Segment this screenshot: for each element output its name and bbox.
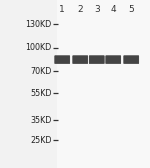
Text: 25KD: 25KD bbox=[30, 136, 52, 145]
FancyBboxPatch shape bbox=[124, 56, 139, 64]
Text: 70KD: 70KD bbox=[30, 67, 52, 76]
Text: 1: 1 bbox=[59, 5, 65, 14]
FancyBboxPatch shape bbox=[73, 56, 88, 64]
FancyBboxPatch shape bbox=[106, 56, 121, 64]
Text: 3: 3 bbox=[94, 5, 100, 14]
Text: 100KD: 100KD bbox=[26, 43, 52, 52]
FancyBboxPatch shape bbox=[55, 56, 70, 64]
Text: 35KD: 35KD bbox=[30, 116, 52, 125]
Text: 55KD: 55KD bbox=[30, 89, 52, 98]
Text: 2: 2 bbox=[77, 5, 83, 14]
FancyBboxPatch shape bbox=[0, 0, 57, 168]
Text: 130KD: 130KD bbox=[26, 20, 52, 29]
FancyBboxPatch shape bbox=[89, 56, 104, 64]
Text: 5: 5 bbox=[128, 5, 134, 14]
Text: 4: 4 bbox=[110, 5, 116, 14]
FancyBboxPatch shape bbox=[57, 0, 150, 168]
